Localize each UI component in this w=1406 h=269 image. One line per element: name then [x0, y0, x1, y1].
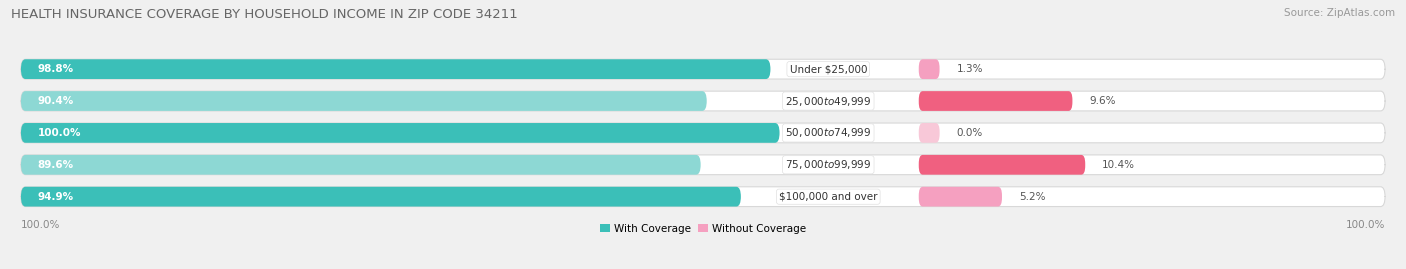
Text: 100.0%: 100.0%	[1346, 220, 1385, 230]
Text: $100,000 and over: $100,000 and over	[779, 192, 877, 202]
FancyBboxPatch shape	[21, 187, 741, 207]
FancyBboxPatch shape	[21, 59, 770, 79]
Text: 1.3%: 1.3%	[956, 64, 983, 74]
FancyBboxPatch shape	[21, 187, 1385, 207]
FancyBboxPatch shape	[21, 59, 1385, 79]
Text: Under $25,000: Under $25,000	[790, 64, 868, 74]
Text: 98.8%: 98.8%	[38, 64, 73, 74]
FancyBboxPatch shape	[918, 91, 1073, 111]
Text: 100.0%: 100.0%	[38, 128, 82, 138]
Legend: With Coverage, Without Coverage: With Coverage, Without Coverage	[596, 220, 810, 238]
Text: HEALTH INSURANCE COVERAGE BY HOUSEHOLD INCOME IN ZIP CODE 34211: HEALTH INSURANCE COVERAGE BY HOUSEHOLD I…	[11, 8, 517, 21]
Text: $75,000 to $99,999: $75,000 to $99,999	[785, 158, 872, 171]
Text: 10.4%: 10.4%	[1102, 160, 1135, 170]
Text: 90.4%: 90.4%	[38, 96, 75, 106]
FancyBboxPatch shape	[918, 155, 1085, 175]
Text: Source: ZipAtlas.com: Source: ZipAtlas.com	[1284, 8, 1395, 18]
FancyBboxPatch shape	[918, 187, 1002, 207]
Text: 0.0%: 0.0%	[956, 128, 983, 138]
FancyBboxPatch shape	[918, 59, 939, 79]
Text: 9.6%: 9.6%	[1090, 96, 1115, 106]
Text: 100.0%: 100.0%	[21, 220, 60, 230]
FancyBboxPatch shape	[21, 91, 707, 111]
Text: $50,000 to $74,999: $50,000 to $74,999	[785, 126, 872, 139]
Text: 5.2%: 5.2%	[1019, 192, 1045, 202]
Text: $25,000 to $49,999: $25,000 to $49,999	[785, 94, 872, 108]
FancyBboxPatch shape	[21, 91, 1385, 111]
FancyBboxPatch shape	[918, 123, 939, 143]
Text: 94.9%: 94.9%	[38, 192, 73, 202]
Text: 89.6%: 89.6%	[38, 160, 73, 170]
FancyBboxPatch shape	[21, 123, 1385, 143]
FancyBboxPatch shape	[21, 155, 700, 175]
FancyBboxPatch shape	[21, 155, 1385, 175]
FancyBboxPatch shape	[21, 123, 779, 143]
